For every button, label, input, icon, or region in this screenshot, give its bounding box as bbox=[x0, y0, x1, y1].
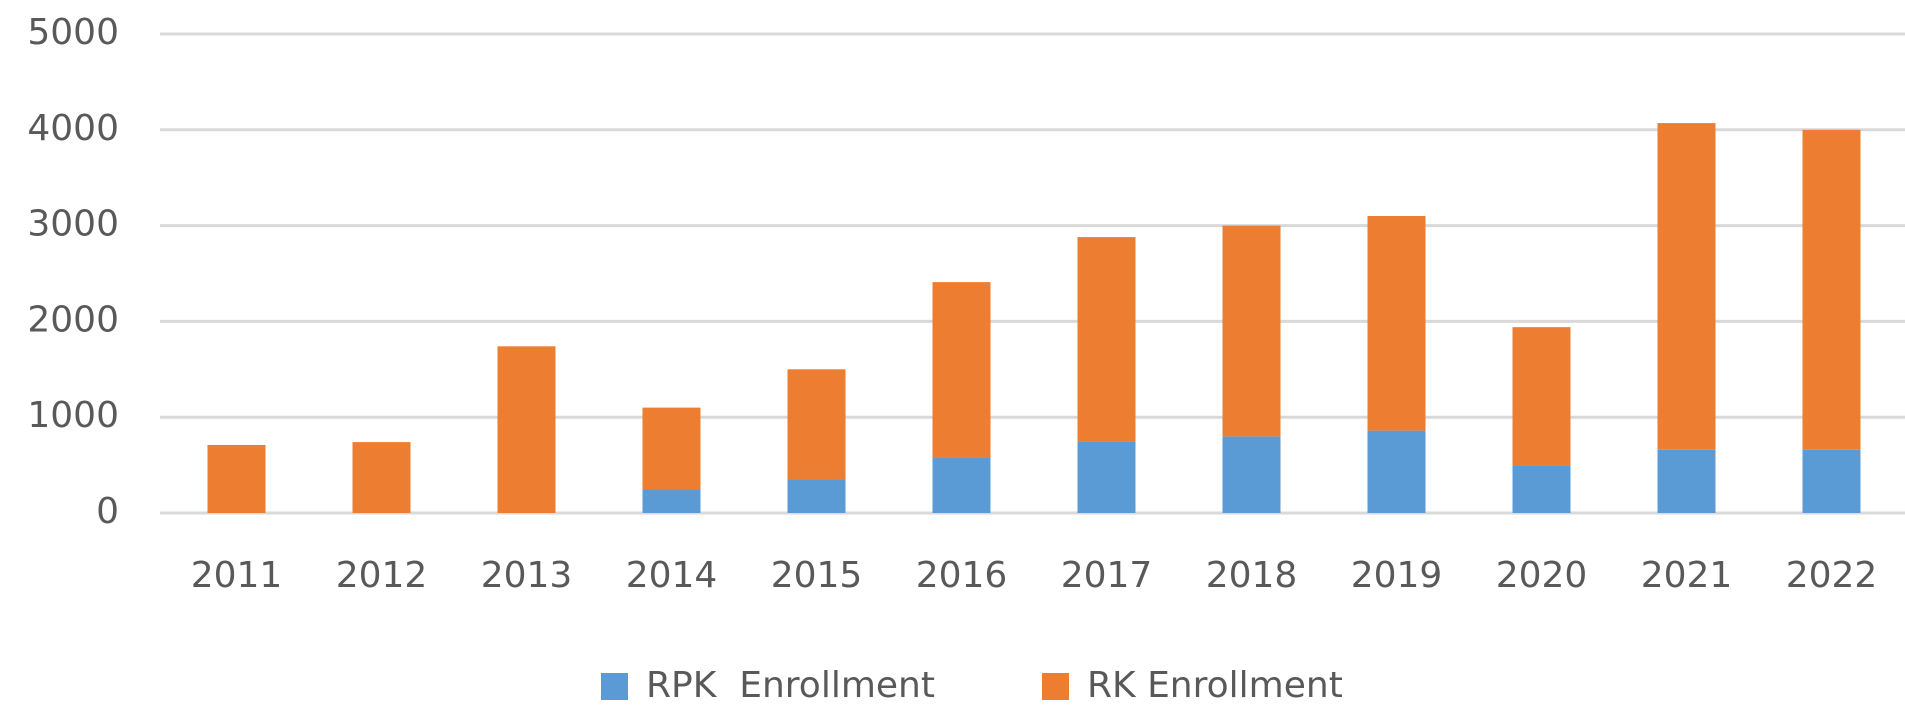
y-tick-label: 4000 bbox=[27, 108, 119, 149]
bar-segment bbox=[207, 444, 266, 513]
x-tick-label: 2021 bbox=[1641, 555, 1733, 596]
x-tick-label: 2013 bbox=[481, 555, 573, 596]
bar-segment bbox=[1512, 327, 1571, 466]
bar-segment bbox=[642, 407, 701, 490]
x-tick-label: 2020 bbox=[1496, 555, 1588, 596]
bar-segment bbox=[642, 489, 701, 513]
x-tick-label: 2018 bbox=[1206, 555, 1298, 596]
x-tick-label: 2017 bbox=[1061, 555, 1153, 596]
bar-segment bbox=[1802, 449, 1861, 513]
bar-segment bbox=[932, 457, 991, 513]
bar-segment bbox=[352, 442, 411, 513]
bar-segment bbox=[1222, 436, 1281, 513]
legend-label: RK Enrollment bbox=[1087, 665, 1343, 706]
x-tick-label: 2014 bbox=[626, 555, 718, 596]
bar-segment bbox=[1077, 441, 1136, 513]
y-tick-label: 2000 bbox=[27, 299, 119, 340]
bar-segment bbox=[1367, 216, 1426, 431]
bar-segment bbox=[1802, 129, 1861, 450]
bar-segment bbox=[787, 479, 846, 513]
y-tick-label: 5000 bbox=[27, 12, 119, 53]
x-tick-label: 2016 bbox=[916, 555, 1008, 596]
bar-segment bbox=[497, 346, 556, 513]
bar-segment bbox=[1222, 225, 1281, 437]
y-tick-label: 3000 bbox=[27, 204, 119, 245]
x-tick-label: 2012 bbox=[336, 555, 428, 596]
legend-swatch bbox=[601, 673, 628, 700]
bar-segment bbox=[1657, 123, 1716, 450]
bar-segment bbox=[787, 369, 846, 480]
x-tick-label: 2022 bbox=[1786, 555, 1878, 596]
legend-swatch bbox=[1042, 673, 1069, 700]
y-tick-label: 1000 bbox=[27, 395, 119, 436]
x-tick-label: 2019 bbox=[1351, 555, 1443, 596]
y-tick-label: 0 bbox=[96, 491, 119, 532]
bar-segment bbox=[1367, 430, 1426, 513]
bar-segment bbox=[932, 282, 991, 458]
bar-segment bbox=[1512, 465, 1571, 513]
legend-label: RPK Enrollment bbox=[646, 665, 935, 706]
bar-segment bbox=[1077, 237, 1136, 442]
bar-segment bbox=[1657, 449, 1716, 513]
x-tick-label: 2011 bbox=[191, 555, 283, 596]
x-tick-label: 2015 bbox=[771, 555, 863, 596]
